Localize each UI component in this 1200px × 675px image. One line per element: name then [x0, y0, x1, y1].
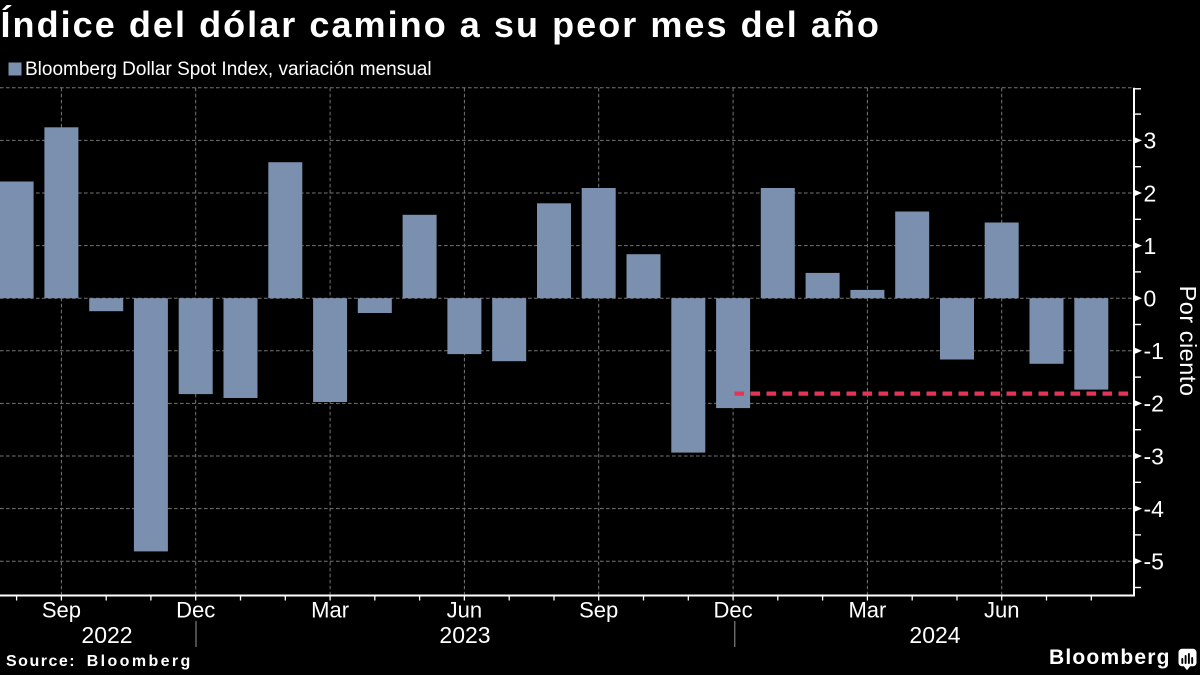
svg-text:2023: 2023	[439, 622, 490, 648]
svg-text:-3: -3	[1144, 443, 1164, 469]
svg-text:Por ciento: Por ciento	[1175, 286, 1200, 397]
svg-text:Jun: Jun	[984, 598, 1019, 623]
svg-text:2: 2	[1144, 180, 1157, 206]
svg-text:3: 3	[1144, 128, 1157, 154]
svg-text:2024: 2024	[909, 622, 960, 648]
svg-text:Bloomberg: Bloomberg	[87, 653, 193, 670]
svg-text:Jun: Jun	[447, 598, 482, 623]
svg-text:0: 0	[1144, 286, 1157, 312]
svg-text:Sep: Sep	[42, 598, 81, 623]
svg-text:-5: -5	[1144, 549, 1164, 575]
svg-text:-1: -1	[1144, 338, 1164, 364]
svg-text:Bloomberg: Bloomberg	[1049, 646, 1171, 669]
svg-text:Índice del dólar camino a su p: Índice del dólar camino a su peor mes de…	[1, 4, 881, 45]
svg-text:Sep: Sep	[579, 598, 618, 623]
svg-text:Bloomberg Dollar Spot Index, v: Bloomberg Dollar Spot Index, variación m…	[25, 59, 432, 80]
svg-text:-4: -4	[1144, 496, 1165, 522]
svg-text:1: 1	[1144, 233, 1157, 259]
svg-text:Mar: Mar	[848, 598, 886, 623]
svg-text:Dec: Dec	[176, 598, 215, 623]
svg-text:Mar: Mar	[311, 598, 349, 623]
svg-text:Source:: Source:	[6, 653, 76, 670]
svg-text:-2: -2	[1144, 391, 1164, 417]
svg-text:Dec: Dec	[714, 598, 753, 623]
svg-text:2022: 2022	[81, 622, 132, 648]
